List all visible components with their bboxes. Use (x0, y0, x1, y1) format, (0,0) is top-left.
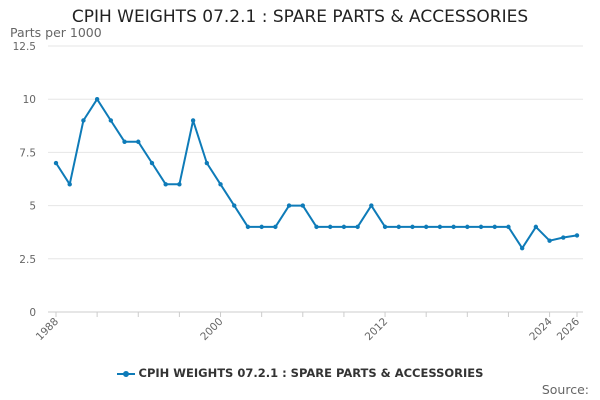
data-point (328, 224, 333, 230)
y-axis: 0 2.5 5 7.5 10 12.5 (13, 41, 36, 319)
data-point (259, 224, 264, 230)
data-point (53, 160, 59, 166)
data-point (423, 224, 429, 230)
y-tick-label: 2.5 (19, 254, 36, 266)
data-point (341, 224, 347, 230)
x-tick-label: 1988 (34, 316, 61, 343)
data-point (190, 118, 196, 123)
series-group (53, 97, 580, 251)
y-tick-label: 10 (23, 94, 36, 106)
data-point (382, 224, 388, 230)
data-point (396, 224, 401, 230)
data-point (533, 224, 539, 230)
data-point (369, 203, 374, 208)
legend-label: CPIH WEIGHTS 07.2.1 : SPARE PARTS & ACCE… (138, 366, 484, 380)
data-point (574, 233, 580, 238)
data-point (232, 203, 237, 208)
gridlines (48, 45, 583, 313)
legend[interactable]: CPIH WEIGHTS 07.2.1 : SPARE PARTS & ACCE… (0, 366, 600, 380)
data-point (273, 224, 278, 230)
data-point (149, 160, 155, 166)
y-tick-label: 12.5 (13, 41, 36, 53)
data-point (355, 224, 360, 230)
data-point (94, 97, 100, 102)
data-point (547, 238, 552, 243)
data-point (492, 224, 497, 230)
data-point (218, 182, 223, 187)
source-label: Source: (541, 382, 589, 397)
data-point (81, 118, 86, 123)
x-tick-label: 2026 (555, 315, 583, 343)
data-point (561, 235, 566, 240)
data-point (410, 224, 415, 230)
data-point (437, 224, 443, 230)
y-tick-label: 0 (29, 307, 36, 319)
data-point (478, 224, 484, 230)
data-point (136, 139, 141, 144)
data-point (286, 203, 292, 208)
x-tick-label: 2012 (363, 316, 390, 343)
y-tick-label: 7.5 (19, 147, 36, 159)
y-tick-label: 5 (29, 201, 36, 213)
data-point (465, 224, 470, 230)
data-point (451, 224, 456, 230)
data-point (108, 118, 114, 123)
data-point (314, 224, 319, 230)
data-point (245, 224, 251, 230)
x-tick-label: 2000 (198, 316, 225, 343)
data-point (163, 182, 168, 187)
data-point (122, 139, 127, 144)
legend-line-marker-icon (116, 369, 135, 379)
y-axis-unit-label: Parts per 1000 (10, 25, 102, 40)
data-point (204, 160, 210, 166)
data-point (300, 203, 305, 208)
x-axis: 1988 2000 2012 2024 2026 (34, 312, 583, 343)
chart-title: CPIH WEIGHTS 07.2.1 : SPARE PARTS & ACCE… (71, 7, 529, 27)
data-point (67, 182, 72, 187)
data-point (177, 182, 182, 187)
x-tick-label: 2024 (527, 315, 555, 343)
data-point (519, 245, 525, 251)
data-point (506, 224, 511, 230)
